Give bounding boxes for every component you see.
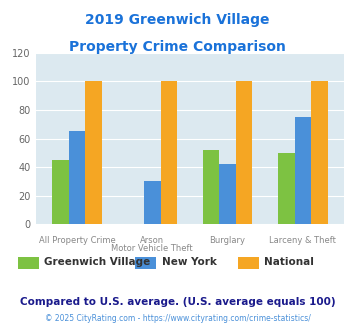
Text: Larceny & Theft: Larceny & Theft xyxy=(269,236,336,245)
Bar xyxy=(278,153,295,224)
Text: Compared to U.S. average. (U.S. average equals 100): Compared to U.S. average. (U.S. average … xyxy=(20,297,335,307)
Bar xyxy=(203,150,219,224)
Text: Motor Vehicle Theft: Motor Vehicle Theft xyxy=(111,245,193,253)
Text: Property Crime Comparison: Property Crime Comparison xyxy=(69,40,286,53)
Text: All Property Crime: All Property Crime xyxy=(39,236,115,245)
Bar xyxy=(85,82,102,224)
Bar xyxy=(311,82,328,224)
Bar xyxy=(69,131,85,224)
Bar xyxy=(219,164,236,224)
Bar xyxy=(236,82,252,224)
Bar xyxy=(160,82,177,224)
Text: Greenwich Village: Greenwich Village xyxy=(44,257,151,267)
Text: 2019 Greenwich Village: 2019 Greenwich Village xyxy=(85,13,270,27)
Text: National: National xyxy=(264,257,314,267)
Bar xyxy=(144,182,160,224)
Bar xyxy=(295,117,311,224)
Text: Burglary: Burglary xyxy=(209,236,246,245)
Text: Arson: Arson xyxy=(140,236,164,245)
Bar xyxy=(52,160,69,224)
Text: © 2025 CityRating.com - https://www.cityrating.com/crime-statistics/: © 2025 CityRating.com - https://www.city… xyxy=(45,314,310,323)
Text: New York: New York xyxy=(162,257,217,267)
